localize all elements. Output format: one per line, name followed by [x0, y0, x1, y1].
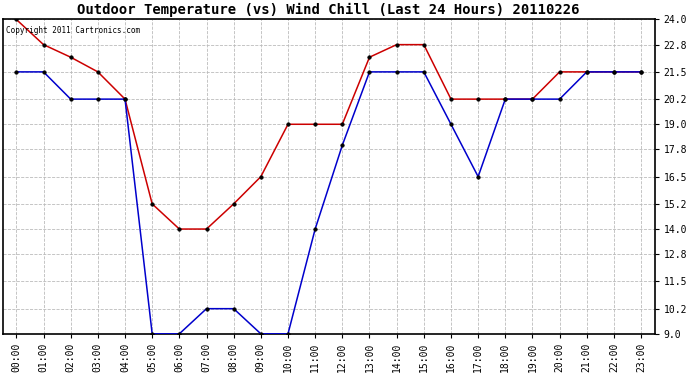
Text: Copyright 2011 Cartronics.com: Copyright 2011 Cartronics.com: [6, 26, 140, 35]
Title: Outdoor Temperature (vs) Wind Chill (Last 24 Hours) 20110226: Outdoor Temperature (vs) Wind Chill (Las…: [77, 3, 580, 17]
